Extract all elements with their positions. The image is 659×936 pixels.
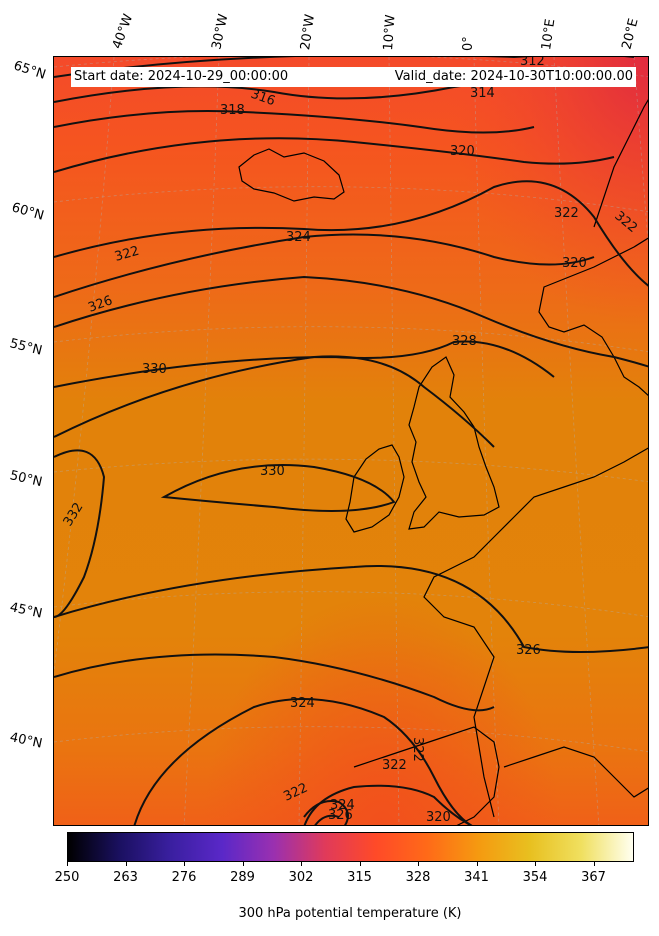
contours [54, 57, 648, 825]
iceland-coast [238, 148, 345, 202]
contour-label: 322 [410, 737, 425, 762]
latitude-label: 40°N [8, 730, 44, 752]
longitude-label: 40°W [109, 12, 137, 51]
contour-320 [54, 137, 615, 173]
contour-label: 324 [286, 230, 311, 245]
colorbar-tick [125, 862, 127, 866]
colorbar-tick-label: 315 [347, 870, 372, 885]
contour-328 [54, 340, 555, 388]
ireland-coast [345, 444, 405, 533]
contour-label: 328 [452, 334, 477, 349]
date-banner: Start date: 2024-10-29_00:00:00 Valid_da… [71, 67, 636, 87]
start-date: Start date: 2024-10-29_00:00:00 [74, 69, 289, 84]
colorbar-tick [359, 862, 361, 866]
colorbar-tick-label: 289 [230, 870, 255, 885]
scandinavia-coast [538, 237, 648, 396]
latitude-label: 45°N [8, 600, 44, 622]
latitude-label: 55°N [8, 336, 44, 359]
contour-label: 312 [520, 57, 545, 69]
colorbar [67, 832, 634, 862]
colorbar-tick-label: 263 [113, 870, 138, 885]
contour-326-south [54, 565, 648, 653]
contour-label: 322 [554, 206, 579, 221]
longitude-label: 30°W [209, 12, 232, 51]
colorbar-tick [301, 862, 302, 866]
colorbar-tick [535, 862, 536, 866]
colorbar-tick [184, 862, 185, 866]
colorbar-tick-label: 302 [288, 870, 314, 885]
map-panel: 312 316 318 314 320 322 324 322 320 326 … [53, 56, 649, 826]
contour-324-small [303, 800, 349, 825]
latitude-label: 65°N [11, 58, 48, 83]
contour-312 [54, 57, 634, 78]
longitude-label: 10°W [381, 14, 399, 51]
mediterranean-coast [503, 746, 648, 798]
longitude-label: 20°E [619, 17, 642, 51]
europe-coast [423, 447, 648, 818]
colorbar-tick [242, 862, 244, 866]
contour-label: 318 [220, 103, 245, 118]
colorbar-tick-label: 328 [405, 870, 431, 885]
contour-label: 322 [113, 244, 141, 265]
contour-330-south [160, 464, 396, 512]
colorbar-tick [418, 862, 419, 866]
longitude-label: 0° [461, 36, 476, 51]
colorbar-tick-label: 250 [54, 870, 80, 885]
contour-label: 326 [516, 643, 541, 658]
contour-318 [54, 110, 535, 134]
contour-label: 314 [470, 86, 495, 101]
contour-label: 320 [450, 144, 475, 159]
contour-label: 320 [426, 810, 451, 825]
colorbar-tick [67, 862, 68, 866]
longitude-label: 20°W [298, 13, 318, 51]
contour-322-south [133, 698, 473, 825]
colorbar-tick [593, 862, 595, 866]
longitude-label: 10°E [539, 17, 559, 51]
contour-332 [54, 449, 106, 618]
latitude-label: 60°N [9, 200, 46, 224]
contour-324 [54, 233, 595, 298]
contour-label: 330 [260, 464, 285, 479]
contour-330-north [54, 355, 495, 448]
colorbar-tick [476, 862, 478, 866]
iberia-coast [353, 726, 500, 825]
potential-temperature-map: 312 316 318 314 320 322 324 322 320 326 … [54, 57, 648, 825]
norway-west-coast [593, 99, 648, 228]
contour-326 [54, 275, 648, 368]
colorbar-label: 300 hPa potential temperature (K) [238, 906, 462, 921]
contour-label: 322 [382, 758, 407, 773]
contour-326-small [314, 814, 340, 825]
contour-322 [54, 180, 648, 287]
colorbar-tick-label: 341 [464, 870, 489, 885]
contour-324-south [54, 653, 495, 712]
colorbar-tick-label: 354 [522, 870, 548, 885]
contour-label: 324 [330, 798, 355, 813]
colorbar-tick-label: 276 [171, 870, 197, 885]
valid-date: Valid_date: 2024-10-30T10:00:00.00 [394, 69, 633, 84]
colorbar-tick-label: 367 [581, 870, 606, 885]
contour-label: 324 [290, 696, 315, 711]
great-britain-coast [408, 356, 500, 530]
coastlines [238, 99, 648, 825]
contour-label: 330 [142, 362, 167, 377]
contour-label: 326 [328, 808, 353, 823]
latitude-label: 50°N [8, 468, 44, 491]
contour-label: 320 [562, 256, 587, 271]
contour-label-layer: 312 316 318 314 320 322 324 322 320 326 … [61, 57, 640, 825]
